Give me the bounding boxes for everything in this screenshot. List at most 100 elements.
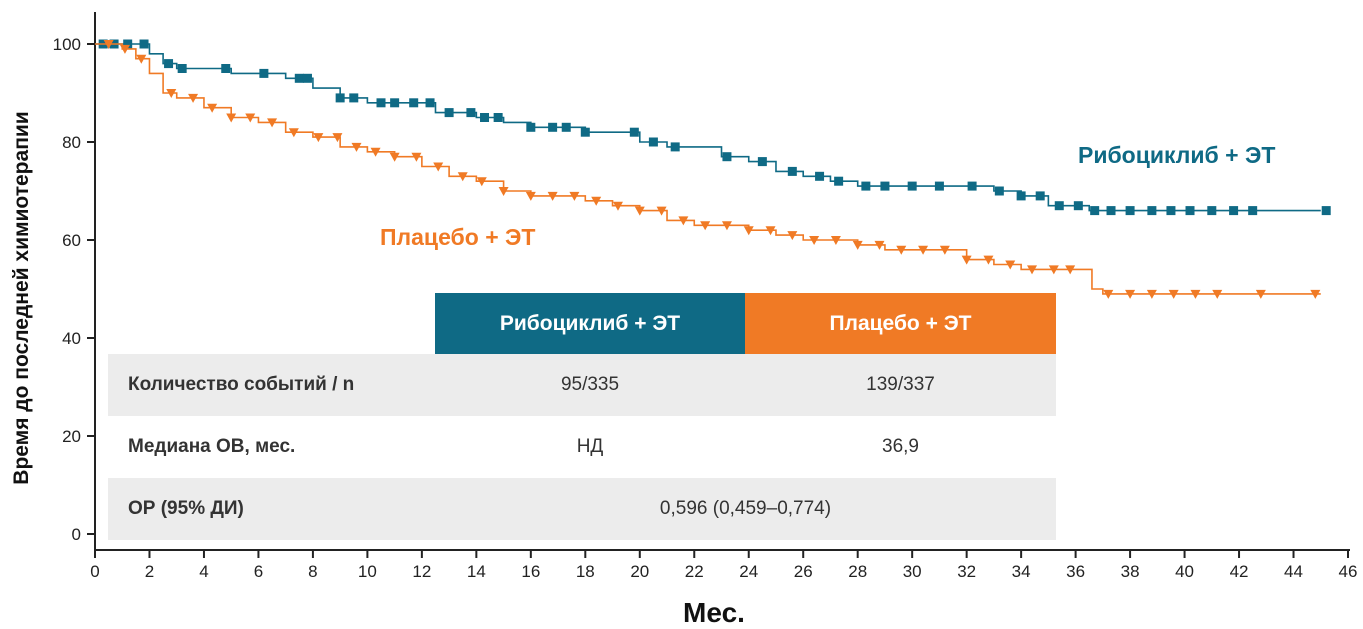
- stats-value-placebo: 139/337: [745, 354, 1056, 416]
- censor-mark-triangle: [547, 191, 558, 201]
- stats-value-ribociclib: НД: [576, 436, 604, 457]
- stats-row-events: Количество событий / n 95/335 139/337: [108, 354, 1056, 416]
- x-tick-label: 20: [630, 562, 649, 581]
- x-tick-label: 8: [308, 562, 317, 581]
- censor-mark-square: [1185, 206, 1195, 216]
- censor-mark-square: [815, 171, 825, 181]
- censor-mark-triangle: [634, 206, 645, 216]
- censor-mark-square: [259, 68, 269, 78]
- y-tick-label: 60: [62, 231, 81, 250]
- x-tick-label: 22: [685, 562, 704, 581]
- x-tick-label: 2: [145, 562, 154, 581]
- censor-mark-triangle: [678, 216, 689, 226]
- censor-mark-square: [670, 142, 680, 152]
- censor-mark-square: [548, 122, 558, 132]
- x-tick-label: 36: [1066, 562, 1085, 581]
- censor-mark-triangle: [188, 93, 199, 103]
- censor-mark-square: [1229, 206, 1239, 216]
- stats-row-label: ОР (95% ДИ): [108, 478, 435, 540]
- censor-mark-triangle: [787, 231, 798, 241]
- censor-mark-triangle: [874, 240, 885, 250]
- censor-mark-triangle: [809, 236, 820, 245]
- stats-table: Рибоциклиб + ЭТ Плацебо + ЭТ Количество …: [108, 293, 1056, 540]
- censor-mark-triangle: [226, 113, 237, 123]
- censor-mark-square: [376, 98, 386, 108]
- censor-mark-square: [390, 98, 400, 108]
- y-tick-label: 40: [62, 329, 81, 348]
- censor-mark-square: [1207, 206, 1217, 216]
- x-tick-label: 18: [576, 562, 595, 581]
- censor-mark-triangle: [389, 152, 400, 162]
- censor-mark-square: [1321, 206, 1331, 216]
- censor-mark-triangle: [476, 177, 487, 187]
- censor-mark-square: [1090, 206, 1100, 216]
- censor-mark-square: [648, 137, 658, 147]
- censor-mark-square: [967, 181, 977, 191]
- censor-mark-square: [1016, 191, 1026, 201]
- censor-mark-square: [480, 113, 490, 122]
- censor-mark-square: [139, 39, 149, 49]
- censor-mark-square: [1073, 201, 1083, 211]
- censor-mark-square: [934, 181, 944, 191]
- x-tick-label: 46: [1339, 562, 1358, 581]
- censor-mark-square: [123, 39, 133, 49]
- x-tick-label: 16: [521, 562, 540, 581]
- censor-mark-triangle: [166, 89, 177, 98]
- censor-mark-triangle: [1168, 289, 1179, 299]
- x-axis-label: Мес.: [683, 597, 745, 628]
- censor-mark-square: [526, 122, 536, 132]
- censor-mark-square: [466, 108, 476, 118]
- x-tick-label: 34: [1012, 562, 1031, 581]
- x-tick-label: 6: [254, 562, 263, 581]
- censor-mark-triangle: [1212, 289, 1223, 299]
- stats-header-ribociclib: Рибоциклиб + ЭТ: [435, 293, 745, 354]
- censor-mark-triangle: [498, 187, 509, 196]
- series-label-placebo: Плацебо + ЭТ: [380, 224, 536, 250]
- stats-value-hr: 0,596 (0,459–0,774): [435, 478, 1056, 540]
- stats-table-header: Рибоциклиб + ЭТ Плацебо + ЭТ: [108, 293, 1056, 354]
- x-tick-label: 24: [739, 562, 758, 581]
- y-tick-label: 0: [72, 525, 81, 544]
- censor-mark-square: [349, 93, 359, 103]
- censor-mark-square: [907, 181, 917, 191]
- censor-mark-triangle: [939, 245, 950, 255]
- x-tick-label: 0: [90, 562, 99, 581]
- x-tick-label: 32: [957, 562, 976, 581]
- stats-header-blank: [108, 293, 435, 354]
- censor-mark-triangle: [433, 162, 444, 172]
- censor-mark-triangle: [1125, 289, 1136, 299]
- x-tick-label: 26: [794, 562, 813, 581]
- censor-mark-triangle: [700, 221, 711, 231]
- censor-mark-triangle: [351, 142, 362, 152]
- censor-mark-triangle: [1310, 289, 1321, 299]
- y-tick-label: 100: [53, 35, 81, 54]
- censor-mark-square: [177, 64, 187, 73]
- stats-value-ribociclib: 95/335: [435, 354, 745, 416]
- censor-mark-triangle: [1005, 260, 1016, 270]
- censor-mark-triangle: [1103, 289, 1114, 299]
- censor-mark-triangle: [612, 201, 623, 211]
- censor-mark-triangle: [457, 172, 468, 182]
- chart-axes: 0 2 4 6 8 10 12 14 16 18 20 22 24 26 28 30 32 34 36 38 40 42 4…: [53, 12, 1358, 581]
- censor-mark-triangle: [332, 133, 343, 143]
- x-tick-label: 28: [848, 562, 867, 581]
- censor-mark-square: [221, 64, 231, 73]
- censor-mark-square: [425, 98, 435, 108]
- censor-mark-triangle: [136, 54, 147, 64]
- censor-mark-triangle: [896, 245, 907, 255]
- censor-mark-triangle: [313, 133, 324, 143]
- censor-mark-triangle: [656, 206, 667, 216]
- censor-mark-square: [722, 152, 732, 162]
- censor-mark-triangle: [103, 40, 114, 49]
- censor-mark-square: [444, 108, 454, 118]
- censor-mark-triangle: [918, 245, 929, 255]
- censor-mark-square: [302, 73, 312, 83]
- censor-mark-triangle: [591, 196, 602, 206]
- censor-mark-square: [994, 186, 1004, 196]
- x-tick-label: 30: [903, 562, 922, 581]
- stats-row-label: Количество событий / n: [108, 354, 435, 416]
- censor-mark-square: [580, 127, 590, 137]
- censor-mark-triangle: [1146, 289, 1157, 299]
- censor-mark-triangle: [245, 113, 256, 123]
- x-tick-label: 10: [358, 562, 377, 581]
